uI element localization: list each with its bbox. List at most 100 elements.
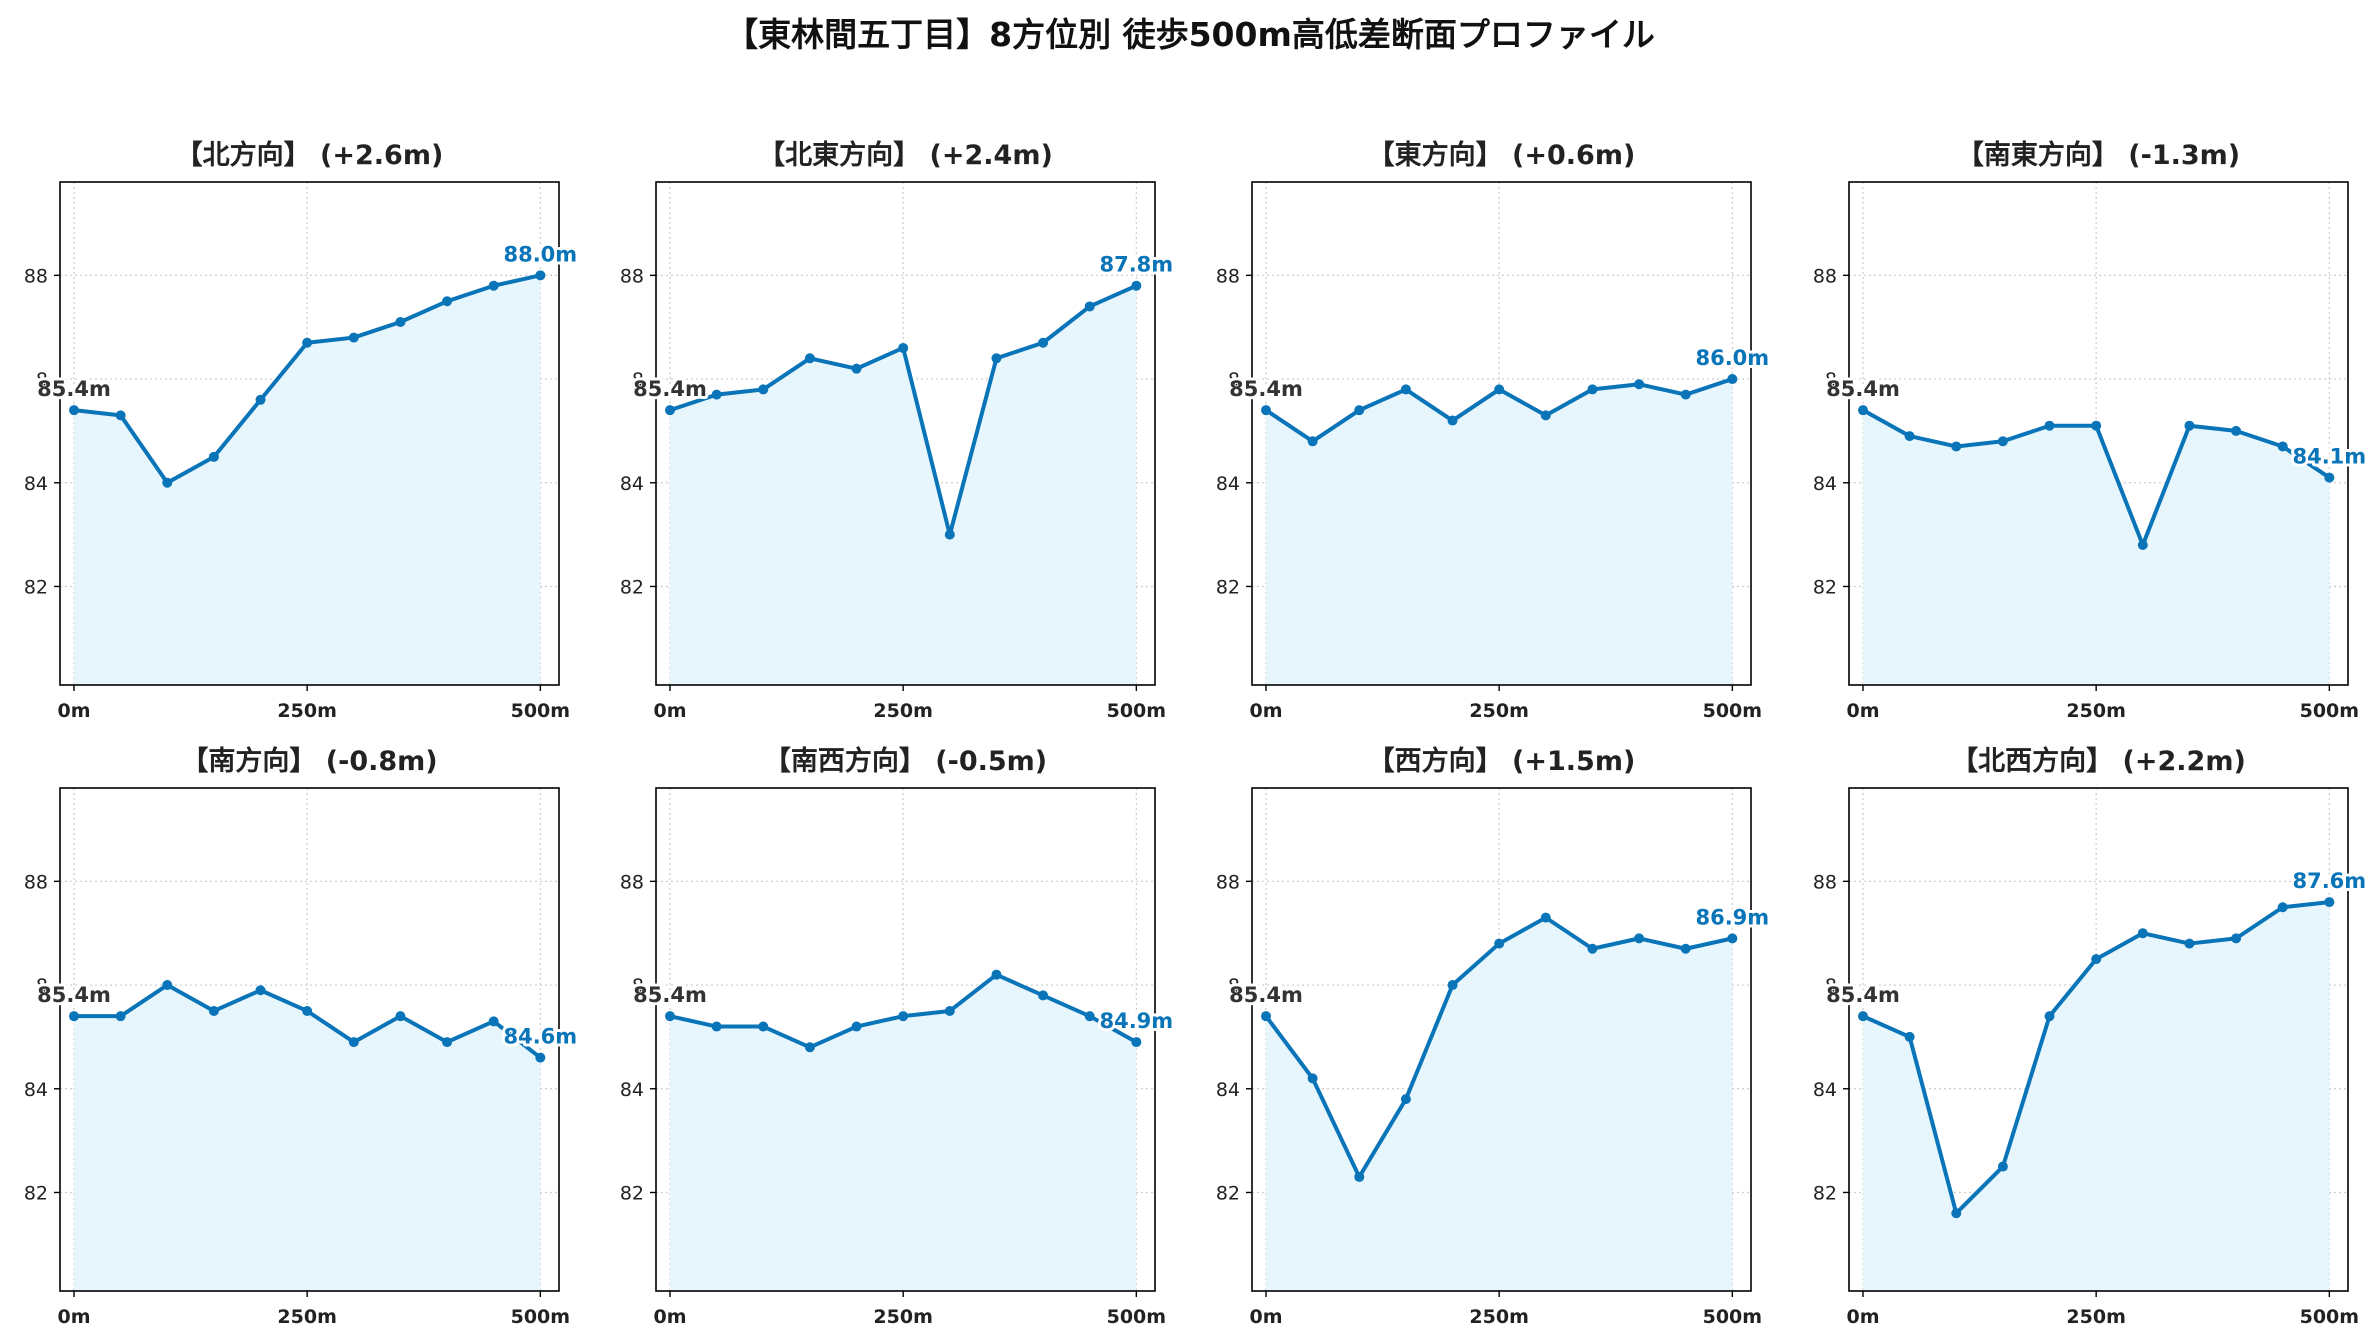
x-tick-label: 0m xyxy=(1249,1306,1282,1328)
data-point xyxy=(2277,902,2288,913)
x-tick-label: 500m xyxy=(2300,700,2359,722)
x-tick-label: 250m xyxy=(1469,1306,1528,1328)
data-point xyxy=(395,317,406,328)
data-point xyxy=(115,410,126,421)
end-elevation-label: 84.1m xyxy=(2292,445,2366,469)
area-fill xyxy=(1265,917,1733,1291)
start-elevation-label: 85.4m xyxy=(1826,983,1900,1007)
data-point xyxy=(2184,420,2195,431)
start-elevation-label: 85.4m xyxy=(1229,377,1303,401)
panel-title: 【北方向】 (+2.6m) xyxy=(176,139,444,171)
axes-frame xyxy=(59,181,560,686)
data-point xyxy=(1354,1171,1365,1182)
data-point xyxy=(711,389,722,400)
y-tick-label: 8 xyxy=(36,369,48,391)
x-tick-label: 250m xyxy=(2066,700,2125,722)
data-point xyxy=(944,1005,955,1016)
data-point xyxy=(2044,1011,2055,1022)
data-point xyxy=(162,477,173,488)
data-point xyxy=(1857,1011,1868,1022)
data-point xyxy=(1727,374,1738,385)
data-point xyxy=(1307,1073,1318,1084)
data-point xyxy=(1084,301,1095,312)
y-tick-label: 88 xyxy=(1813,871,1837,893)
start-elevation-label: 85.4m xyxy=(1826,377,1900,401)
data-point xyxy=(2091,420,2102,431)
data-point xyxy=(395,1011,406,1022)
data-point xyxy=(162,980,173,991)
data-point xyxy=(2184,938,2195,949)
y-tick-label: 88 xyxy=(1216,871,1240,893)
x-tick-label: 500m xyxy=(1107,700,1166,722)
y-tick-label: 8 xyxy=(1228,975,1240,997)
y-tick-label: 88 xyxy=(620,265,644,287)
x-tick-label: 500m xyxy=(2300,1306,2359,1328)
data-point xyxy=(1727,933,1738,944)
y-tick-label: 84 xyxy=(1813,473,1837,495)
data-point xyxy=(2324,897,2335,908)
x-tick-label: 0m xyxy=(653,700,686,722)
x-tick-label: 0m xyxy=(653,1306,686,1328)
y-tick-label: 82 xyxy=(24,1182,48,1204)
data-point xyxy=(2044,420,2055,431)
y-tick-label: 82 xyxy=(1813,1182,1837,1204)
axes-frame xyxy=(59,787,560,1292)
data-point xyxy=(944,529,955,540)
data-point xyxy=(1540,912,1551,923)
data-point xyxy=(664,1011,675,1022)
y-tick-label: 84 xyxy=(620,473,644,495)
panel-title: 【北東方向】 (+2.4m) xyxy=(758,139,1053,171)
data-point xyxy=(1680,389,1691,400)
data-point xyxy=(1587,384,1598,395)
y-tick-label: 88 xyxy=(24,265,48,287)
data-point xyxy=(488,1016,499,1027)
area-fill xyxy=(669,285,1137,685)
x-tick-label: 0m xyxy=(1846,1306,1879,1328)
data-point xyxy=(804,1042,815,1053)
y-tick-label: 82 xyxy=(620,1182,644,1204)
y-tick-label: 8 xyxy=(632,975,644,997)
data-point xyxy=(851,1021,862,1032)
x-tick-label: 0m xyxy=(1249,700,1282,722)
x-tick-label: 500m xyxy=(1703,700,1762,722)
data-point xyxy=(1951,1208,1962,1219)
data-point xyxy=(2277,441,2288,452)
x-tick-label: 0m xyxy=(57,1306,90,1328)
area-fill xyxy=(669,974,1137,1291)
end-elevation-label: 84.6m xyxy=(503,1025,577,1049)
data-point xyxy=(1587,943,1598,954)
data-point xyxy=(1131,280,1142,291)
end-elevation-label: 87.6m xyxy=(2292,869,2366,893)
y-tick-label: 88 xyxy=(24,871,48,893)
data-point xyxy=(488,280,499,291)
data-point xyxy=(711,1021,722,1032)
data-point xyxy=(1307,436,1318,447)
data-point xyxy=(991,353,1002,364)
data-point xyxy=(1354,405,1365,416)
y-tick-label: 84 xyxy=(1216,1079,1240,1101)
y-tick-label: 82 xyxy=(1216,1182,1240,1204)
data-point xyxy=(1634,379,1645,390)
data-point xyxy=(851,363,862,374)
x-tick-label: 250m xyxy=(1469,700,1528,722)
data-point xyxy=(1260,1011,1271,1022)
x-tick-label: 250m xyxy=(873,1306,932,1328)
y-tick-label: 88 xyxy=(620,871,644,893)
data-point xyxy=(1038,990,1049,1001)
data-point xyxy=(1447,980,1458,991)
panel-title: 【東方向】 (+0.6m) xyxy=(1368,139,1636,171)
data-point xyxy=(758,384,769,395)
data-point xyxy=(1904,1031,1915,1042)
data-point xyxy=(1857,405,1868,416)
data-point xyxy=(302,1005,313,1016)
data-point xyxy=(442,1037,453,1048)
axes-frame xyxy=(655,787,1156,1292)
data-point xyxy=(1494,384,1505,395)
data-point xyxy=(208,1005,219,1016)
y-tick-label: 84 xyxy=(1216,473,1240,495)
data-point xyxy=(442,296,453,307)
area-fill xyxy=(1265,379,1733,685)
x-tick-label: 500m xyxy=(511,1306,570,1328)
